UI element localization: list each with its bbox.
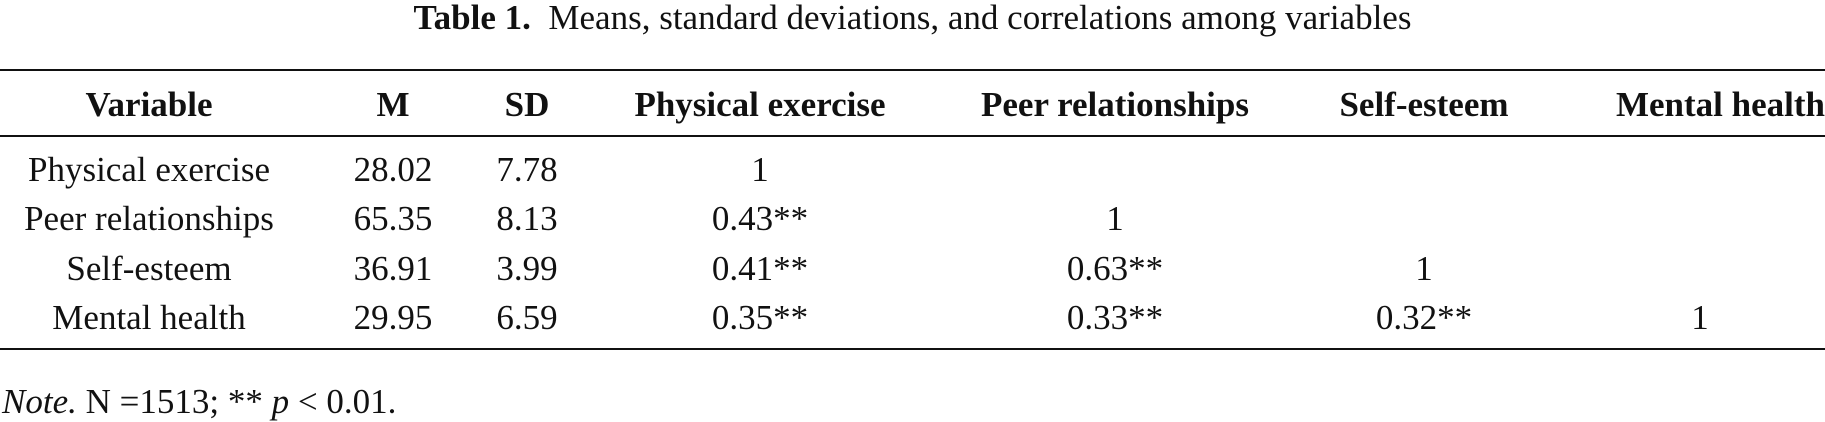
header-cell: Variable bbox=[85, 85, 213, 124]
row-label: Physical exercise bbox=[28, 150, 270, 189]
note-text: < 0.01. bbox=[289, 382, 397, 421]
table-cell: 8.13 bbox=[496, 199, 558, 238]
table-cell: 0.43** bbox=[711, 199, 809, 238]
table-cell: 1 bbox=[1106, 199, 1124, 238]
table-caption: Table 1. Means, standard deviations, and… bbox=[0, 0, 1825, 36]
table-cell: 0.35** bbox=[711, 298, 809, 337]
note-text: N =1513; ** bbox=[85, 382, 272, 421]
top-rule bbox=[0, 69, 1825, 71]
note-label: Note. bbox=[2, 382, 77, 421]
table-cell: 0.63** bbox=[1066, 249, 1164, 288]
note-symbol: p bbox=[271, 382, 290, 421]
caption-label: Table 1. bbox=[413, 0, 531, 37]
row-label: Peer relationships bbox=[24, 199, 274, 238]
table-cell: 7.78 bbox=[496, 150, 558, 189]
row-label: Mental health bbox=[52, 298, 246, 337]
table-cell: 65.35 bbox=[353, 199, 433, 238]
table-cell: 3.99 bbox=[496, 249, 558, 288]
table-cell: 0.33** bbox=[1066, 298, 1164, 337]
bottom-rule bbox=[0, 348, 1825, 350]
table-cell: 1 bbox=[1415, 249, 1433, 288]
header-rule bbox=[0, 135, 1825, 137]
table-note: Note. N =1513; ** p < 0.01. bbox=[2, 382, 396, 422]
table-cell: 0.32** bbox=[1375, 298, 1473, 337]
table-cell: 28.02 bbox=[353, 150, 433, 189]
caption-text: Means, standard deviations, and correlat… bbox=[548, 0, 1412, 37]
header-cell: Physical exercise bbox=[634, 85, 886, 124]
header-cell: Peer relationships bbox=[980, 85, 1250, 124]
table-cell: 1 bbox=[1691, 298, 1709, 337]
table-cell: 6.59 bbox=[496, 298, 558, 337]
header-cell: SD bbox=[504, 85, 550, 124]
table-cell: 0.41** bbox=[711, 249, 809, 288]
header-cell: Mental health bbox=[1615, 85, 1825, 124]
header-cell: Self-esteem bbox=[1339, 85, 1509, 124]
table-cell: 29.95 bbox=[353, 298, 433, 337]
header-cell: M bbox=[376, 85, 410, 124]
table-cell: 1 bbox=[751, 150, 769, 189]
row-label: Self-esteem bbox=[66, 249, 232, 288]
table-cell: 36.91 bbox=[353, 249, 433, 288]
